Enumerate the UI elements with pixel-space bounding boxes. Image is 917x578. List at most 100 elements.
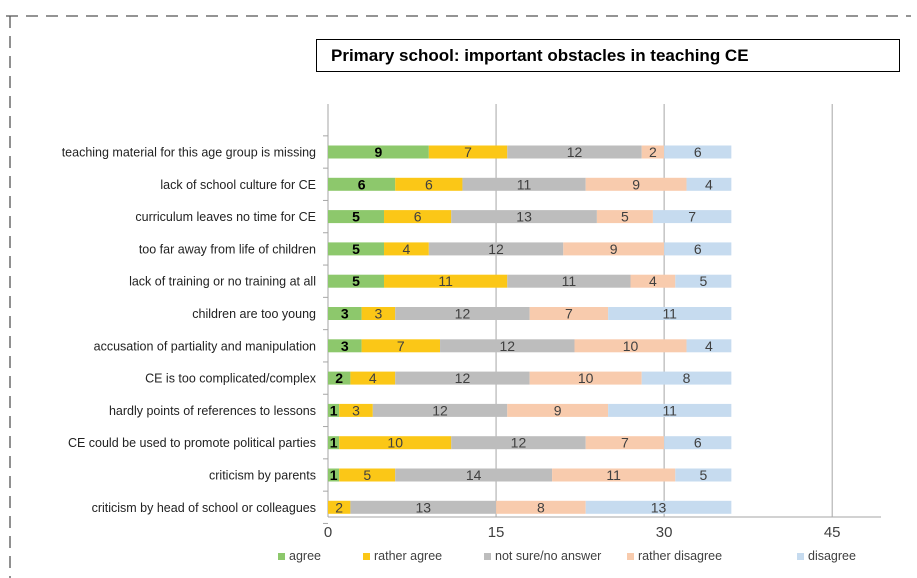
bar-segment-rather-agree bbox=[384, 274, 508, 288]
bar-segment-rather-agree bbox=[395, 177, 463, 191]
bar-segment-rather-agree bbox=[384, 210, 452, 224]
data-label: 11 bbox=[606, 467, 621, 483]
category-label: teaching material for this age group is … bbox=[62, 146, 316, 160]
category-label: criticism by parents bbox=[209, 469, 316, 483]
bar-segment-disagree bbox=[675, 468, 732, 482]
data-label: 12 bbox=[488, 241, 504, 257]
bar-segment-disagree bbox=[608, 307, 732, 320]
bar-segment-disagree bbox=[608, 403, 732, 417]
bar-segment-rather-agree bbox=[350, 371, 396, 385]
bar-segment-agree bbox=[328, 339, 362, 353]
data-label: 12 bbox=[455, 306, 471, 322]
data-label: 9 bbox=[610, 241, 618, 257]
data-label: 13 bbox=[651, 499, 667, 515]
x-tick-label: 15 bbox=[488, 524, 505, 541]
bar-segment-rather-agree bbox=[361, 307, 396, 320]
bar-segment-agree bbox=[328, 177, 396, 191]
category-label: too far away from life of children bbox=[139, 242, 316, 256]
data-label: 5 bbox=[699, 273, 707, 289]
bar-segment-disagree bbox=[664, 436, 732, 450]
data-label: 7 bbox=[397, 338, 405, 354]
bar-segment-agree bbox=[328, 468, 340, 482]
data-label: 5 bbox=[621, 209, 629, 225]
legend-label: disagree bbox=[808, 549, 856, 563]
bar-segment-rather-agree bbox=[428, 145, 508, 159]
data-label: 1 bbox=[330, 435, 338, 451]
category-label: children are too young bbox=[192, 307, 316, 321]
data-label: 13 bbox=[516, 209, 532, 225]
data-label: 6 bbox=[425, 176, 433, 192]
bar-segment-rather-disagree bbox=[574, 339, 687, 353]
data-label: 3 bbox=[352, 402, 360, 418]
category-label: CE could be used to promote political pa… bbox=[68, 436, 316, 450]
data-label: 7 bbox=[688, 209, 696, 225]
data-label: 11 bbox=[438, 273, 453, 289]
bar-segment-not-sure-no-answer bbox=[451, 436, 586, 450]
bar-segment-rather-disagree bbox=[507, 403, 609, 417]
data-label: 4 bbox=[369, 370, 377, 386]
category-label: lack of school culture for CE bbox=[160, 178, 316, 192]
data-label: 8 bbox=[683, 370, 691, 386]
data-label: 6 bbox=[414, 209, 422, 225]
data-label: 10 bbox=[387, 435, 403, 451]
bar-segment-not-sure-no-answer bbox=[395, 468, 553, 482]
legend-swatch bbox=[627, 553, 634, 560]
data-label: 6 bbox=[358, 176, 366, 192]
data-label: 10 bbox=[578, 370, 594, 386]
data-label: 4 bbox=[403, 241, 411, 257]
bar-segment-rather-disagree bbox=[585, 177, 687, 191]
x-tick-label: 0 bbox=[324, 524, 332, 541]
bar-segment-agree bbox=[328, 403, 340, 417]
data-label: 13 bbox=[415, 499, 431, 515]
category-label: lack of training or no training at all bbox=[129, 275, 316, 289]
data-label: 9 bbox=[632, 176, 640, 192]
legend-label: rather disagree bbox=[638, 549, 722, 563]
data-label: 1 bbox=[330, 402, 338, 418]
bar-segment-not-sure-no-answer bbox=[507, 145, 642, 159]
data-label: 5 bbox=[352, 273, 360, 289]
bar-segment-agree bbox=[328, 145, 429, 159]
bar-segment-disagree bbox=[664, 242, 732, 256]
data-label: 12 bbox=[455, 370, 471, 386]
data-label: 4 bbox=[705, 338, 713, 354]
data-label: 3 bbox=[341, 338, 349, 354]
data-label: 12 bbox=[432, 402, 448, 418]
bar-segment-rather-disagree bbox=[529, 371, 642, 385]
legend-label: agree bbox=[289, 549, 321, 563]
bar-segment-rather-disagree bbox=[563, 242, 665, 256]
data-label: 14 bbox=[466, 467, 482, 483]
data-label: 6 bbox=[694, 241, 702, 257]
data-label: 9 bbox=[375, 144, 383, 160]
data-label: 12 bbox=[567, 144, 583, 160]
bar-segment-agree bbox=[328, 371, 351, 385]
data-label: 8 bbox=[537, 499, 545, 515]
bar-segment-rather-agree bbox=[339, 468, 396, 482]
data-label: 7 bbox=[464, 144, 472, 160]
bar-segment-not-sure-no-answer bbox=[428, 242, 564, 256]
data-label: 10 bbox=[623, 338, 639, 354]
bar-segment-rather-agree bbox=[361, 339, 441, 353]
data-label: 11 bbox=[562, 273, 577, 289]
category-label: curriculum leaves no time for CE bbox=[135, 210, 316, 224]
bar-segment-rather-disagree bbox=[529, 307, 609, 320]
data-label: 3 bbox=[375, 306, 383, 322]
bar-segment-rather-agree bbox=[328, 500, 351, 514]
data-label: 2 bbox=[335, 499, 343, 515]
data-label: 7 bbox=[621, 435, 629, 451]
data-label: 3 bbox=[341, 306, 349, 322]
bar-segment-rather-disagree bbox=[596, 210, 653, 224]
category-label: hardly points of references to lessons bbox=[109, 404, 316, 418]
x-tick-label: 30 bbox=[656, 524, 673, 541]
bar-segment-rather-agree bbox=[384, 242, 429, 256]
bar-segment-rather-disagree bbox=[630, 274, 676, 288]
bar-segment-disagree bbox=[686, 177, 732, 191]
bar-segment-agree bbox=[328, 242, 385, 256]
dashed-border bbox=[6, 15, 911, 578]
x-tick-label: 45 bbox=[824, 524, 841, 541]
data-label: 4 bbox=[649, 273, 657, 289]
legend-swatch bbox=[484, 553, 491, 560]
category-label: CE is too complicated/complex bbox=[145, 372, 317, 386]
data-label: 12 bbox=[499, 338, 515, 354]
legend-label: not sure/no answer bbox=[495, 549, 601, 563]
data-label: 2 bbox=[649, 144, 657, 160]
